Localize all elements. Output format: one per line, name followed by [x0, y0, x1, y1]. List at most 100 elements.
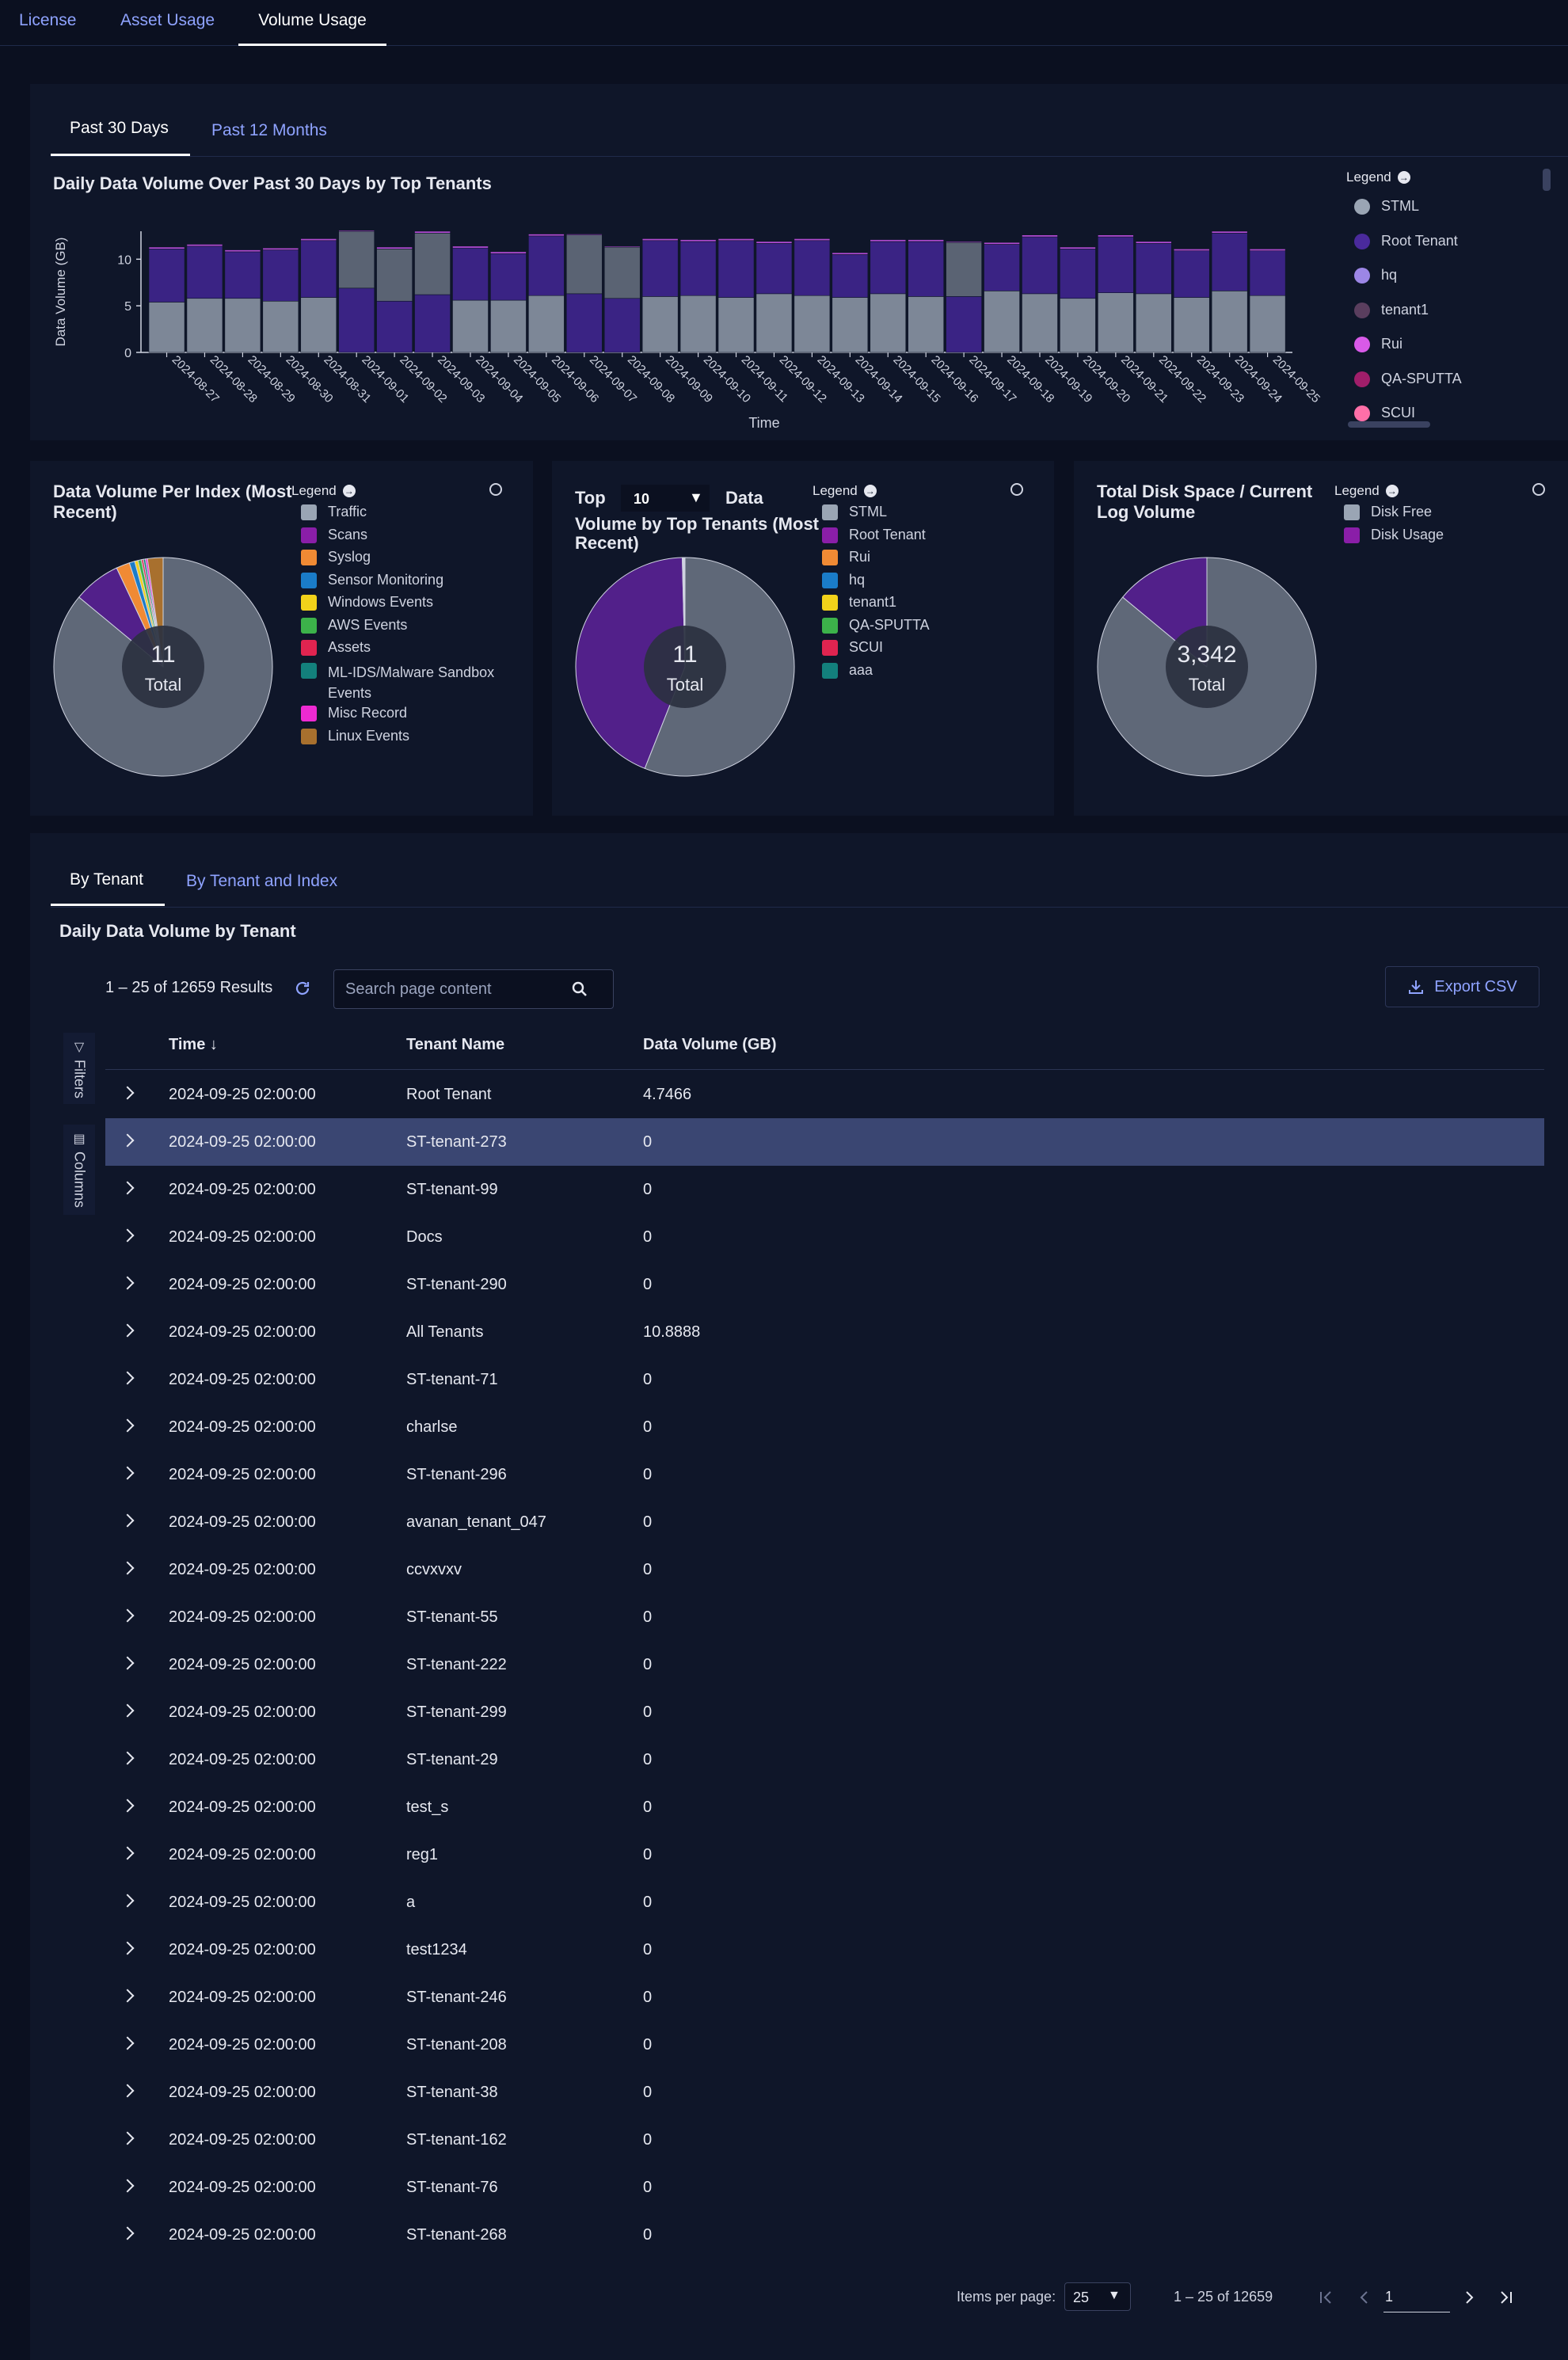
tab-license[interactable]: License: [19, 11, 77, 29]
table-row[interactable]: 2024-09-25 02:00:00 a 0: [105, 1878, 1544, 1926]
pie3-legend-header[interactable]: Legend →: [1334, 483, 1399, 499]
bar-segment[interactable]: [832, 252, 869, 255]
last-page-icon[interactable]: [1495, 2287, 1516, 2308]
first-page-icon[interactable]: [1316, 2287, 1337, 2308]
bar-segment[interactable]: [148, 302, 185, 353]
daily-legend-item[interactable]: QA-SPUTTA: [1354, 371, 1462, 387]
bar-segment[interactable]: [908, 296, 945, 353]
bar-segment[interactable]: [641, 238, 679, 242]
bar-segment[interactable]: [224, 251, 261, 299]
bar-segment[interactable]: [528, 235, 565, 296]
bar-segment[interactable]: [794, 238, 831, 242]
bar-segment[interactable]: [1211, 230, 1248, 234]
bar-segment[interactable]: [641, 240, 679, 297]
bar-segment[interactable]: [376, 246, 413, 249]
column-header-volume[interactable]: Data Volume (GB): [643, 1036, 777, 1053]
bar-segment[interactable]: [1022, 236, 1058, 295]
table-row[interactable]: 2024-09-25 02:00:00 ST-tenant-222 0: [105, 1641, 1544, 1688]
bar-segment[interactable]: [338, 230, 375, 232]
pie3-options-icon[interactable]: [1532, 483, 1545, 496]
chevron-right-icon[interactable]: [120, 2179, 135, 2193]
prev-page-icon[interactable]: [1354, 2287, 1375, 2308]
table-row[interactable]: 2024-09-25 02:00:00 Docs 0: [105, 1213, 1544, 1261]
table-row[interactable]: 2024-09-25 02:00:00 charlse 0: [105, 1403, 1544, 1451]
pie3-legend-item[interactable]: Disk Usage: [1344, 527, 1444, 543]
daily-legend-item[interactable]: tenant1: [1354, 302, 1429, 318]
table-row[interactable]: 2024-09-25 02:00:00 ST-tenant-38 0: [105, 2069, 1544, 2116]
pie1-legend-item[interactable]: Linux Events: [301, 728, 409, 744]
bar-segment[interactable]: [717, 240, 755, 298]
bar-segment[interactable]: [262, 300, 299, 353]
bar-segment[interactable]: [984, 291, 1020, 353]
bar-segment[interactable]: [148, 246, 185, 249]
bar-segment[interactable]: [414, 294, 451, 353]
bar-segment[interactable]: [755, 241, 793, 244]
tab-past-30-days[interactable]: Past 30 Days: [70, 119, 169, 137]
chevron-right-icon[interactable]: [120, 1466, 135, 1480]
bar-segment[interactable]: [300, 297, 337, 353]
bar-segment[interactable]: [186, 244, 223, 247]
chevron-right-icon[interactable]: [120, 1086, 135, 1100]
pie2-legend-item[interactable]: QA-SPUTTA: [822, 617, 930, 634]
bar-segment[interactable]: [1098, 292, 1134, 353]
bar-segment[interactable]: [1211, 291, 1248, 353]
chevron-right-icon[interactable]: [120, 2131, 135, 2145]
bar-segment[interactable]: [300, 240, 337, 298]
bar-segment[interactable]: [1249, 295, 1286, 353]
bar-segment[interactable]: [414, 230, 451, 234]
chevron-right-icon[interactable]: [120, 1276, 135, 1290]
chevron-right-icon[interactable]: [120, 1751, 135, 1765]
table-row[interactable]: 2024-09-25 02:00:00 ST-tenant-246 0: [105, 1974, 1544, 2021]
bar-segment[interactable]: [603, 246, 641, 248]
pie1-options-icon[interactable]: [489, 483, 502, 496]
bar-segment[interactable]: [1249, 249, 1286, 252]
bar-segment[interactable]: [794, 240, 831, 296]
bar-segment[interactable]: [679, 239, 717, 242]
bar-segment[interactable]: [1060, 298, 1096, 353]
table-row[interactable]: 2024-09-25 02:00:00 ccvxvxv 0: [105, 1546, 1544, 1593]
bar-segment[interactable]: [338, 287, 375, 353]
chevron-right-icon[interactable]: [120, 1513, 135, 1528]
table-row[interactable]: 2024-09-25 02:00:00 ST-tenant-290 0: [105, 1261, 1544, 1308]
pie1-legend-item[interactable]: Syslog: [301, 549, 371, 565]
bar-segment[interactable]: [565, 234, 603, 295]
chevron-right-icon[interactable]: [120, 2036, 135, 2050]
tab-by-tenant-and-index[interactable]: By Tenant and Index: [186, 872, 338, 890]
bar-segment[interactable]: [717, 238, 755, 242]
bar-segment[interactable]: [603, 298, 641, 353]
pie1-legend-item[interactable]: Scans: [301, 527, 367, 543]
bar-segment[interactable]: [490, 253, 527, 301]
top-n-select[interactable]: 10 ▼: [621, 485, 710, 512]
items-per-page-select[interactable]: 25 ▼: [1064, 2282, 1131, 2311]
column-header-time[interactable]: Time ↓: [169, 1036, 218, 1054]
bar-segment[interactable]: [300, 238, 337, 242]
refresh-icon[interactable]: [293, 979, 312, 998]
arrow-right-circle-icon[interactable]: →: [1397, 171, 1410, 184]
pie1-legend-item[interactable]: Sensor Monitoring: [301, 572, 443, 588]
column-header-tenant[interactable]: Tenant Name: [406, 1036, 505, 1053]
bar-segment[interactable]: [832, 297, 869, 353]
legend-scrollbar-vertical[interactable]: [1543, 169, 1551, 191]
pie2-legend-item[interactable]: Root Tenant: [822, 527, 926, 543]
daily-legend-item[interactable]: hq: [1354, 267, 1397, 284]
tab-past-12-months[interactable]: Past 12 Months: [211, 121, 327, 139]
bar-segment[interactable]: [984, 242, 1020, 245]
chevron-right-icon[interactable]: [120, 1703, 135, 1718]
chevron-right-icon[interactable]: [120, 1989, 135, 2003]
bar-segment[interactable]: [1249, 250, 1286, 296]
tab-by-tenant[interactable]: By Tenant: [70, 870, 144, 889]
bar-segment[interactable]: [870, 239, 907, 242]
bar-segment[interactable]: [1022, 234, 1058, 238]
bar-segment[interactable]: [452, 246, 489, 249]
daily-legend-item[interactable]: Root Tenant: [1354, 233, 1458, 249]
bar-segment[interactable]: [262, 247, 299, 250]
pie2-legend-item[interactable]: Rui: [822, 549, 870, 565]
daily-legend-header[interactable]: Legend →: [1346, 169, 1410, 185]
chevron-right-icon[interactable]: [120, 1656, 135, 1670]
arrow-right-circle-icon[interactable]: →: [1385, 485, 1399, 497]
export-csv-button[interactable]: Export CSV: [1385, 966, 1539, 1007]
bar-segment[interactable]: [679, 241, 717, 296]
chevron-right-icon[interactable]: [120, 1418, 135, 1433]
filters-side-button[interactable]: ▽ Filters: [63, 1033, 95, 1104]
bar-segment[interactable]: [679, 295, 717, 353]
